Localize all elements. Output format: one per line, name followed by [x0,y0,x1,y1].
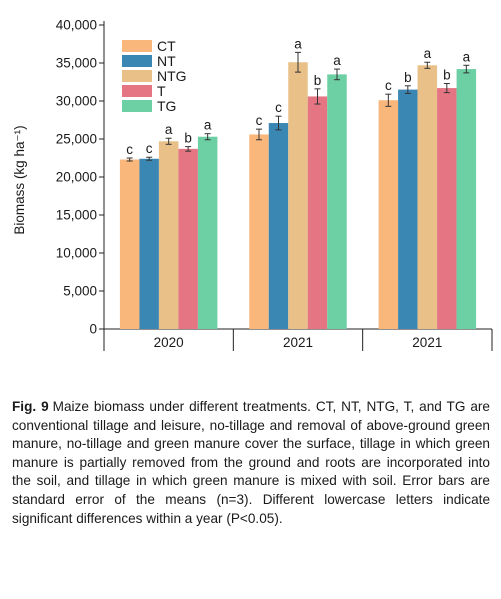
significance-letter: c [256,113,263,128]
y-tick-label: 35,000 [56,56,97,71]
bar-ntg [158,141,179,329]
y-tick-label: 30,000 [56,94,97,109]
legend-swatch-ct [122,40,152,52]
legend-swatch-ntg [122,70,152,82]
significance-letter: c [146,141,153,156]
significance-letter: a [294,36,302,51]
bar-ntg [417,65,438,329]
y-tick-label: 15,000 [56,208,97,223]
y-tick-label: 0 [89,322,97,337]
bar-tg [327,74,347,330]
caption-label: Fig. 9 [12,399,49,414]
y-axis-title: Biomass (kg ha⁻¹) [12,125,27,234]
significance-letter: c [126,142,133,157]
legend-label-tg: TG [157,98,176,114]
biomass-bar-chart: 0 5,000 10,000 15,000 20,000 25,000 30,000 35,0… [12,18,493,351]
legend-label-ntg: NTG [157,68,187,84]
bar-ct [249,134,269,329]
bar-t [307,96,328,329]
y-tick-label: 20,000 [56,170,97,185]
y-tick-label: 25,000 [56,132,97,147]
bar-tg [197,136,218,329]
significance-letter: a [333,53,341,68]
x-tick-label: 2021 [412,335,442,350]
bar-t [437,88,457,329]
legend-label-ct: CT [157,38,176,54]
bar-ntg [288,62,308,330]
significance-letter: b [404,70,412,85]
legend-label-t: T [157,83,166,99]
significance-letter: b [314,73,322,88]
significance-letter: b [443,68,451,83]
legend-label-nt: NT [157,53,176,69]
y-tick-label: 5,000 [63,284,97,299]
bar-t [178,148,198,329]
x-tick-label: 2021 [283,335,313,350]
x-tick-label: 2020 [154,335,184,350]
chart-axes: 0 5,000 10,000 15,000 20,000 25,000 30,000 35,0… [12,18,493,351]
significance-letter: c [275,100,282,115]
bar-tg [456,69,477,329]
significance-letter: a [165,122,173,137]
bar-nt [398,89,418,329]
significance-letter: a [424,46,432,61]
significance-letter: c [385,78,392,93]
legend-swatch-nt [122,55,152,67]
bar-ct [378,100,399,330]
caption-text: Maize biomass under different treatments… [12,399,490,526]
legend-swatch-t [122,85,152,97]
bar-nt [139,158,159,329]
bar-ct [119,159,140,329]
y-tick-label: 10,000 [56,246,97,261]
significance-letter: b [184,131,192,146]
figure-caption: Fig. 9 Maize biomass under different trea… [12,398,490,528]
significance-letter: a [204,118,212,133]
significance-letter: a [463,49,471,64]
y-tick-label: 40,000 [56,18,97,33]
bar-nt [268,123,289,329]
legend-swatch-tg [122,100,152,112]
